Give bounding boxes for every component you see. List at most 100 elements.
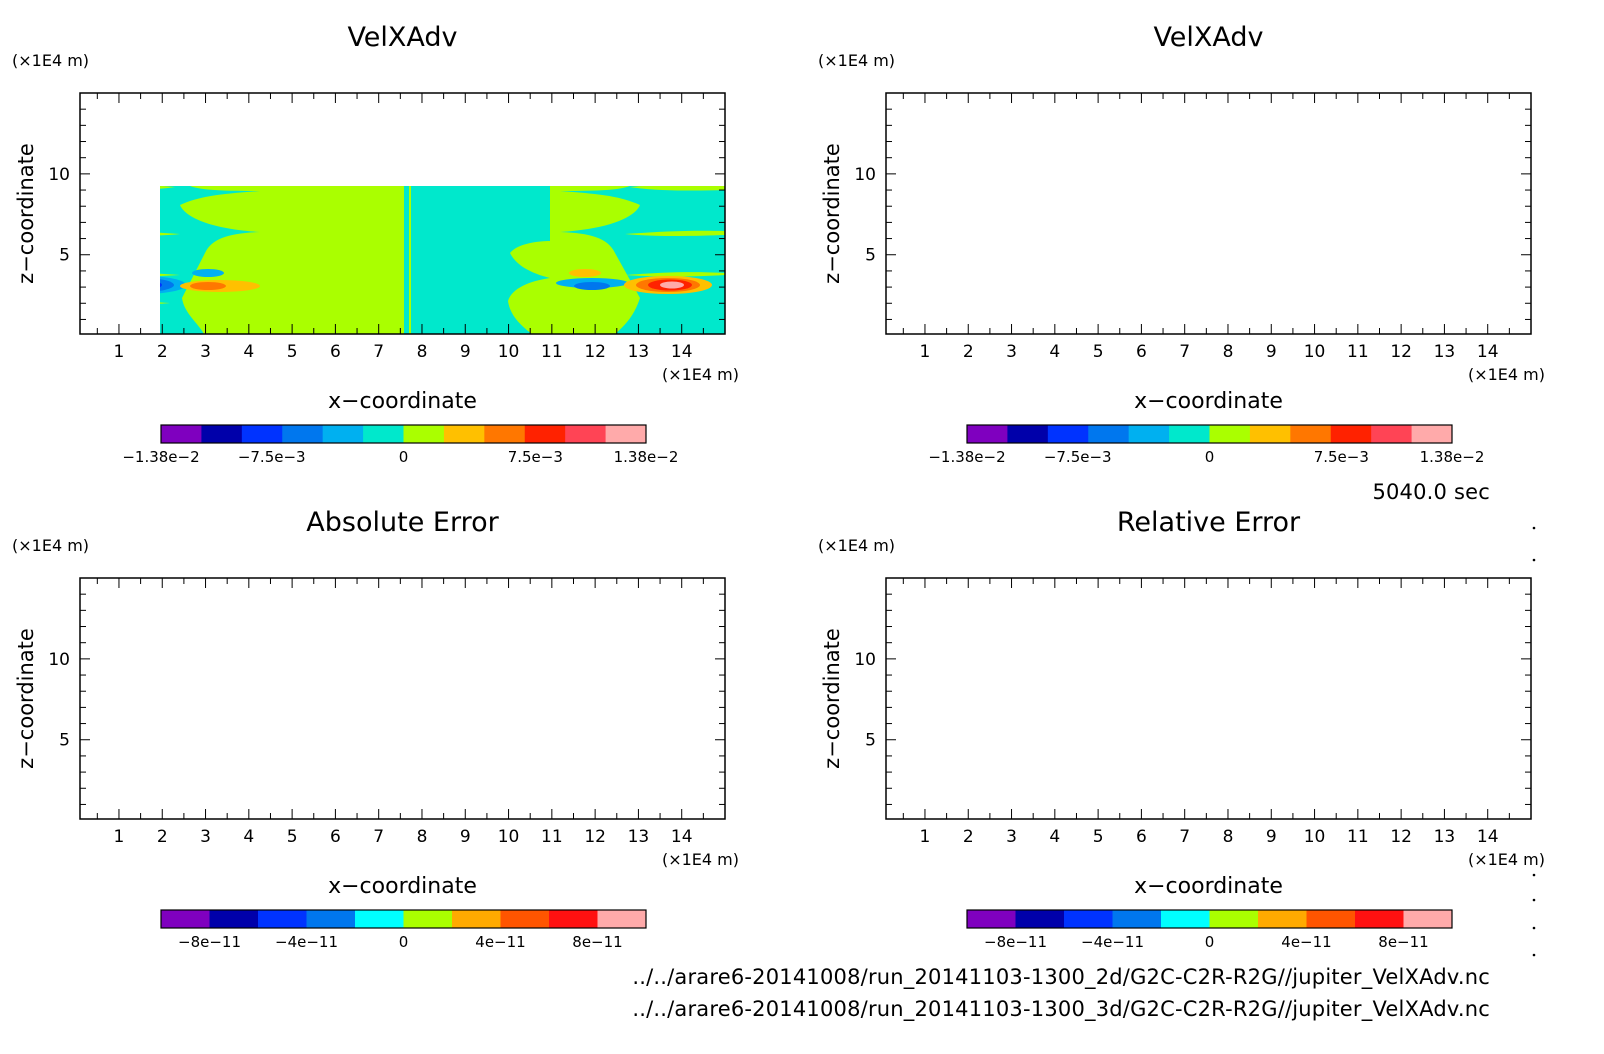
stray-dot	[1532, 898, 1536, 902]
colorbar-tick-label: 0	[1205, 933, 1215, 951]
colorbar-tick-label: 0	[1205, 448, 1215, 466]
colorbar-tick-label: 8e−11	[572, 933, 622, 951]
colorbar-swatch	[201, 425, 243, 443]
y-unit-label: (×1E4 m)	[12, 51, 89, 70]
colorbar-swatch	[1355, 910, 1404, 928]
stray-dot	[1532, 953, 1536, 957]
y-unit-label: (×1E4 m)	[818, 536, 895, 555]
colorbar-tick-label: 1.38e−2	[1420, 448, 1485, 466]
stray-dot	[1532, 526, 1536, 530]
colorbar-swatch	[161, 425, 202, 443]
chart-panel-4: Relative Error(×1E4 m)1 2 3 4 5 6 7 8 9 10 11 12 13 1…	[818, 507, 1545, 951]
x-tick-label: 9	[1266, 827, 1277, 847]
colorbar-tick-label: −4e−11	[1081, 933, 1144, 951]
chart-panel-2: VelXAdv(×1E4 m)1 2 3 4 5 6 7 8 9 10 11 12 13 14510(×1…	[818, 22, 1545, 466]
y-axis-label: z−coordinate	[820, 628, 844, 769]
colorbar-swatch	[549, 910, 598, 928]
x-unit-label: (×1E4 m)	[662, 850, 739, 869]
x-tick-label: 11	[541, 827, 563, 847]
colorbar-swatch	[452, 910, 501, 928]
colorbar-frame	[160, 424, 647, 444]
x-tick-label: 14	[1477, 342, 1499, 362]
colorbar-swatch	[363, 425, 404, 443]
chart-title: VelXAdv	[347, 22, 457, 53]
colorbar-tick-label: −7.5e−3	[238, 448, 306, 466]
colorbar-swatch	[597, 910, 647, 928]
colorbar-swatch	[1371, 425, 1413, 443]
y-tick-label: 5	[59, 731, 70, 751]
x-axis-label: x−coordinate	[328, 389, 477, 414]
x-tick-label: 11	[541, 342, 563, 362]
x-tick-label: 3	[1006, 342, 1017, 362]
x-axis-label: x−coordinate	[1134, 389, 1283, 414]
stray-dot	[1532, 558, 1536, 562]
time-label: 5040.0 sec	[1372, 480, 1490, 504]
x-tick-label: 12	[1390, 342, 1412, 362]
y-tick-label: 10	[854, 165, 876, 185]
colorbar-frame	[966, 909, 1453, 929]
chart-panel-3: Absolute Error(×1E4 m)1 2 3 4 5 6 7 8 9 10 11 12 13 1…	[12, 507, 739, 951]
file-path-1: ../../arare6-20141008/run_20141103-1300_…	[632, 965, 1490, 989]
colorbar-frame	[966, 424, 1453, 444]
colorbar-swatch	[1128, 425, 1170, 443]
x-tick-label: 13	[1434, 827, 1456, 847]
colorbar-swatch	[1064, 910, 1113, 928]
colorbar-swatch	[1209, 910, 1259, 928]
x-tick-label: 2	[963, 342, 974, 362]
colorbar-swatch	[967, 910, 1016, 928]
x-unit-label: (×1E4 m)	[1468, 365, 1545, 384]
x-tick-label: 5	[287, 827, 298, 847]
x-unit-label: (×1E4 m)	[662, 365, 739, 384]
chart-title: Absolute Error	[306, 507, 499, 538]
y-tick-label: 5	[865, 246, 876, 266]
x-tick-label: 8	[1223, 342, 1234, 362]
colorbar-tick-label: −1.38e−2	[122, 448, 199, 466]
colorbar-tick-label: −8e−11	[178, 933, 241, 951]
x-tick-label: 8	[417, 342, 428, 362]
colorbar-tick-label: 7.5e−3	[1314, 448, 1369, 466]
y-tick-label: 5	[59, 246, 70, 266]
x-tick-label: 13	[1434, 342, 1456, 362]
y-axis-label: z−coordinate	[14, 143, 38, 284]
x-tick-label: 2	[963, 827, 974, 847]
colorbar-swatch	[500, 910, 550, 928]
colorbar-swatch	[524, 425, 566, 443]
x-tick-label: 9	[460, 827, 471, 847]
x-tick-label: 6	[330, 342, 341, 362]
x-tick-label: 14	[1477, 827, 1499, 847]
x-tick-label: 5	[1093, 342, 1104, 362]
colorbar-swatch	[1112, 910, 1162, 928]
x-tick-label: 9	[1266, 342, 1277, 362]
colorbar-swatch	[282, 425, 324, 443]
x-tick-label: 5	[1093, 827, 1104, 847]
colorbar-tick-label: −1.38e−2	[928, 448, 1005, 466]
colorbar-swatch	[1403, 910, 1453, 928]
heatmap-field	[80, 93, 725, 334]
colorbar-swatch	[443, 425, 485, 443]
chart-title: Relative Error	[1117, 507, 1301, 538]
colorbar: −8e−11 −4e−11 0 4e−11 8e−11	[160, 909, 647, 951]
colorbar-swatch	[322, 425, 364, 443]
colorbar-tick-label: 1.38e−2	[614, 448, 679, 466]
colorbar: −8e−11 −4e−11 0 4e−11 8e−11	[966, 909, 1453, 951]
x-tick-label: 1	[920, 342, 931, 362]
colorbar-swatch	[1047, 425, 1089, 443]
colorbar-swatch	[209, 910, 259, 928]
x-tick-label: 7	[373, 827, 384, 847]
colorbar-swatch	[1015, 910, 1065, 928]
x-tick-label: 13	[628, 827, 650, 847]
plot-frame	[885, 92, 1532, 335]
file-path-2: ../../arare6-20141008/run_20141103-1300_…	[632, 997, 1490, 1021]
colorbar-tick-label: 4e−11	[1281, 933, 1331, 951]
colorbar: −1.38e−2 −7.5e−3 0 7.5e−3 1.38e−2	[928, 424, 1485, 466]
x-tick-label: 7	[373, 342, 384, 362]
colorbar-frame	[160, 909, 647, 929]
x-tick-label: 12	[584, 827, 606, 847]
x-tick-label: 1	[920, 827, 931, 847]
x-tick-label: 12	[1390, 827, 1412, 847]
x-tick-label: 3	[200, 827, 211, 847]
chart-panel-1: VelXAdv(×1E4 m)1 2 3 4 5 6 7 8 9 10 11 12 13 14510(×1…	[12, 22, 739, 466]
colorbar-tick-label: 8e−11	[1378, 933, 1428, 951]
colorbar-swatch	[1007, 425, 1049, 443]
